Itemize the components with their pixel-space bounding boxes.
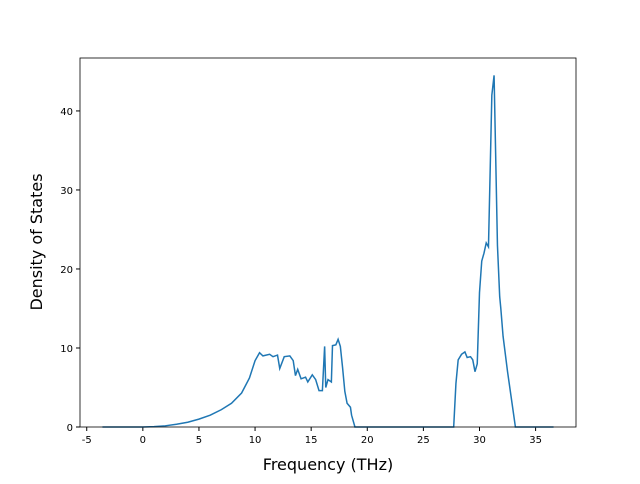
x-axis-label: Frequency (THz)	[263, 455, 393, 474]
y-tick-label: 20	[60, 265, 73, 276]
x-tick-label: 15	[305, 435, 318, 446]
line	[102, 75, 554, 428]
x-tick-label: -5	[82, 435, 92, 446]
y-tick-label: 30	[60, 186, 73, 197]
x-tick-label: 35	[529, 435, 542, 446]
x-tick-label: 30	[473, 435, 486, 446]
x-tick-label: 25	[417, 435, 430, 446]
y-tick-label: 40	[60, 107, 73, 118]
x-tick-label: 5	[196, 435, 202, 446]
y-tick-label: 0	[67, 423, 73, 434]
y-tick-label: 10	[60, 344, 73, 355]
x-tick-label: 20	[361, 435, 374, 446]
plot-frame	[79, 57, 577, 428]
x-tick-label: 0	[140, 435, 146, 446]
x-tick-label: 10	[249, 435, 262, 446]
y-axis-label: Density of States	[27, 173, 46, 310]
